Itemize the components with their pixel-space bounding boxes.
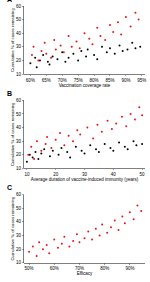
svg-text:10: 10 xyxy=(16,166,22,171)
svg-text:30: 30 xyxy=(16,44,22,49)
svg-text:80%: 80% xyxy=(90,78,99,83)
svg-text:60%: 60% xyxy=(50,266,59,271)
svg-text:Cumulative % of cases remainin: Cumulative % of cases remaining xyxy=(10,8,15,72)
svg-text:40: 40 xyxy=(16,31,22,36)
svg-text:65%: 65% xyxy=(42,78,51,83)
svg-text:40: 40 xyxy=(16,219,22,224)
svg-text:40: 40 xyxy=(111,172,117,177)
svg-text:10: 10 xyxy=(16,260,22,265)
svg-text:50: 50 xyxy=(140,172,146,177)
svg-text:50: 50 xyxy=(16,112,22,117)
svg-text:20: 20 xyxy=(16,152,22,157)
svg-text:60: 60 xyxy=(16,4,22,9)
svg-text:C: C xyxy=(7,184,12,191)
svg-text:80%: 80% xyxy=(100,266,109,271)
svg-text:10: 10 xyxy=(16,72,22,77)
svg-text:40: 40 xyxy=(16,125,22,130)
svg-text:70%: 70% xyxy=(75,266,84,271)
svg-text:30: 30 xyxy=(82,172,88,177)
svg-text:60%: 60% xyxy=(26,78,35,83)
svg-text:30: 30 xyxy=(16,233,22,238)
svg-text:Cumulative % of cases remainin: Cumulative % of cases remaining xyxy=(10,196,15,260)
svg-text:50: 50 xyxy=(16,17,22,22)
svg-text:10: 10 xyxy=(24,172,30,177)
svg-text:70%: 70% xyxy=(58,78,67,83)
svg-text:Cumulative % of cases remainin: Cumulative % of cases remaining xyxy=(10,102,15,166)
svg-text:75%: 75% xyxy=(74,78,83,83)
svg-text:Vaccination coverage rate: Vaccination coverage rate xyxy=(59,83,111,88)
svg-text:30: 30 xyxy=(16,139,22,144)
svg-text:50: 50 xyxy=(16,206,22,211)
svg-text:B: B xyxy=(7,90,12,97)
svg-text:Efficacy: Efficacy xyxy=(77,271,93,276)
svg-text:A: A xyxy=(7,0,12,3)
svg-text:90%: 90% xyxy=(121,78,130,83)
svg-text:95%: 95% xyxy=(137,78,146,83)
svg-text:60: 60 xyxy=(16,192,22,197)
svg-text:60: 60 xyxy=(16,98,22,103)
svg-text:20: 20 xyxy=(16,247,22,252)
svg-text:85%: 85% xyxy=(105,78,114,83)
svg-text:Average duration of vaccine-in: Average duration of vaccine-induced immu… xyxy=(31,177,139,182)
svg-text:20: 20 xyxy=(16,58,22,63)
svg-text:50%: 50% xyxy=(25,266,34,271)
svg-text:20: 20 xyxy=(53,172,59,177)
svg-text:90%: 90% xyxy=(125,266,134,271)
